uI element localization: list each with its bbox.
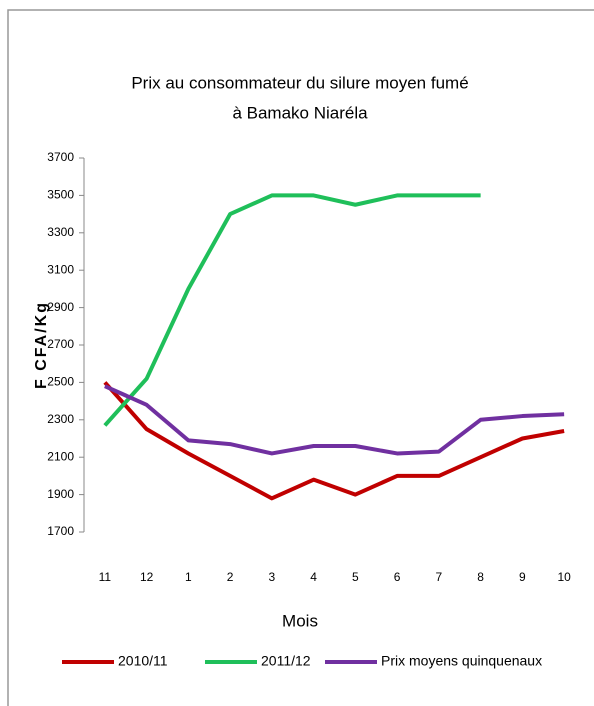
x-tick-label: 7: [436, 570, 443, 584]
x-tick-label: 1: [185, 570, 192, 584]
x-tick-label: 11: [99, 570, 112, 584]
y-axis-title: F CFA/Kg: [33, 301, 50, 389]
y-tick-label: 2300: [47, 412, 74, 426]
x-tick-label: 2: [227, 570, 234, 584]
y-tick-label: 2700: [47, 337, 74, 351]
legend-label: 2010/11: [118, 653, 168, 669]
x-tick-label: 12: [140, 570, 154, 584]
y-tick-label: 3100: [47, 262, 74, 276]
x-tick-label: 3: [269, 570, 276, 584]
x-tick-label: 5: [352, 570, 359, 584]
x-axis-title: Mois: [282, 611, 318, 630]
chart-frame: [7, 9, 594, 706]
y-tick-label: 3300: [47, 225, 74, 239]
chart-title: à Bamako Niaréla: [232, 103, 368, 122]
y-tick-label: 2500: [47, 375, 74, 389]
y-tick-label: 1700: [47, 524, 74, 538]
series-line: [103, 381, 565, 501]
series-line: [104, 384, 565, 456]
y-tick-label: 3500: [47, 188, 74, 202]
x-tick-label: 4: [310, 570, 317, 584]
chart-title: Prix au consommateur du silure moyen fum…: [131, 73, 468, 92]
y-tick-label: 2100: [47, 449, 74, 463]
x-tick-label: 10: [557, 570, 571, 584]
x-tick-label: 8: [477, 570, 484, 584]
legend-label: Prix moyens quinquenaux: [381, 653, 542, 669]
y-tick-label: 2900: [47, 300, 74, 314]
x-tick-label: 6: [394, 570, 401, 584]
y-tick-label: 1900: [47, 487, 74, 501]
y-tick-label: 3700: [47, 150, 74, 164]
x-tick-label: 9: [519, 570, 526, 584]
series-line: [103, 193, 481, 427]
legend-label: 2011/12: [261, 653, 311, 669]
